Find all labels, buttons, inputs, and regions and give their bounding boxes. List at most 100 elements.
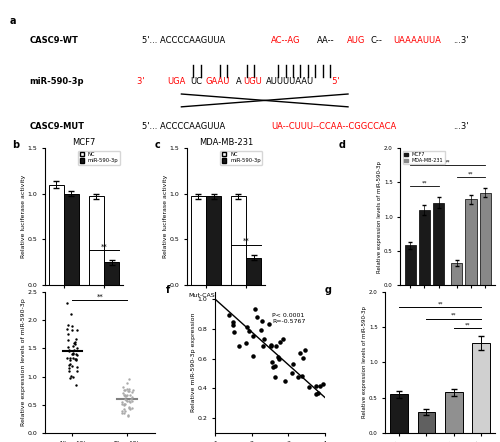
Point	[125, 397, 133, 404]
Text: d: d	[338, 140, 345, 150]
Point	[64, 337, 72, 344]
Text: g: g	[325, 285, 332, 295]
Point	[70, 340, 78, 347]
Bar	[466, 199, 476, 285]
Point	[66, 362, 74, 369]
Point	[120, 389, 128, 396]
Point	[236, 343, 244, 350]
Point	[122, 393, 130, 400]
Y-axis label: Relative expression levels of miR-590-3p: Relative expression levels of miR-590-3p	[362, 306, 368, 419]
Point	[276, 338, 284, 345]
Point	[120, 410, 128, 417]
Point	[124, 392, 132, 399]
Point	[63, 300, 71, 307]
Legend: NC, miR-590-3p: NC, miR-590-3p	[220, 151, 262, 165]
Point	[298, 372, 306, 379]
Point	[228, 318, 236, 325]
Point	[69, 342, 77, 349]
Text: ...3': ...3'	[454, 122, 469, 131]
Point	[120, 396, 128, 403]
Point	[253, 314, 261, 321]
Point	[66, 375, 74, 382]
Bar	[480, 193, 490, 285]
Point	[272, 374, 280, 381]
Point	[68, 362, 76, 370]
Point	[230, 328, 237, 335]
Text: UA--CUUU--CCAA--CGGCCACA: UA--CUUU--CCAA--CGGCCACA	[272, 122, 396, 131]
Point	[73, 352, 81, 359]
Point	[128, 387, 136, 394]
Point	[245, 327, 253, 334]
Point	[120, 402, 128, 409]
Point	[128, 393, 136, 400]
Point	[243, 323, 251, 330]
Point	[69, 350, 77, 357]
Text: f: f	[166, 285, 170, 295]
Text: **: **	[96, 293, 103, 300]
Point	[124, 413, 132, 420]
Point	[120, 392, 128, 399]
Point	[229, 322, 237, 329]
Bar	[48, 185, 64, 285]
Point	[258, 318, 266, 325]
Legend: MCF7, MDA-MB-231: MCF7, MDA-MB-231	[402, 150, 445, 164]
Point	[73, 327, 81, 334]
Text: UAAAAUUA: UAAAAUUA	[393, 36, 440, 46]
Point	[68, 354, 76, 361]
Point	[70, 347, 78, 354]
Bar	[445, 392, 462, 433]
Point	[72, 364, 80, 371]
Point	[124, 380, 132, 387]
Point	[118, 400, 126, 407]
Text: AA--: AA--	[317, 36, 334, 46]
Point	[66, 348, 74, 355]
Bar	[190, 197, 206, 285]
Point	[120, 406, 128, 413]
Point	[128, 398, 136, 405]
Point	[302, 347, 310, 354]
Point	[68, 351, 76, 358]
Y-axis label: Relative luciferase activity: Relative luciferase activity	[21, 175, 26, 258]
Point	[72, 381, 80, 389]
Text: 3': 3'	[138, 77, 150, 86]
Point	[278, 336, 286, 343]
Point	[272, 342, 280, 349]
Point	[305, 383, 313, 390]
Point	[68, 372, 76, 379]
Point	[72, 356, 80, 363]
Text: **: **	[445, 160, 450, 164]
Point	[64, 354, 72, 361]
Y-axis label: Relative expression levels of miR-590-3p: Relative expression levels of miR-590-3p	[21, 298, 26, 427]
Text: **: **	[422, 180, 427, 185]
Point	[268, 359, 276, 366]
Point	[66, 365, 74, 372]
Point	[63, 325, 71, 332]
Point	[282, 378, 290, 385]
Text: **: **	[468, 171, 473, 176]
Point	[119, 383, 127, 390]
Point	[72, 355, 80, 362]
Point	[68, 373, 76, 380]
Bar	[472, 343, 490, 433]
Point	[72, 368, 80, 375]
Point	[66, 356, 74, 363]
Point	[128, 405, 136, 412]
Point	[123, 386, 131, 393]
Point	[122, 386, 130, 393]
Point	[299, 355, 307, 362]
Text: UGA: UGA	[168, 77, 186, 86]
Y-axis label: Relative miR-590-3p expression: Relative miR-590-3p expression	[191, 312, 196, 412]
Point	[122, 396, 130, 403]
Point	[126, 399, 134, 406]
Text: a: a	[10, 16, 16, 26]
Point	[72, 336, 80, 343]
Point	[125, 405, 133, 412]
Point	[65, 346, 73, 353]
Point	[248, 352, 256, 359]
Point	[122, 393, 130, 400]
Point	[224, 312, 232, 319]
Point	[270, 363, 278, 370]
Point	[126, 392, 134, 399]
Point	[71, 355, 79, 362]
Bar	[418, 412, 436, 433]
